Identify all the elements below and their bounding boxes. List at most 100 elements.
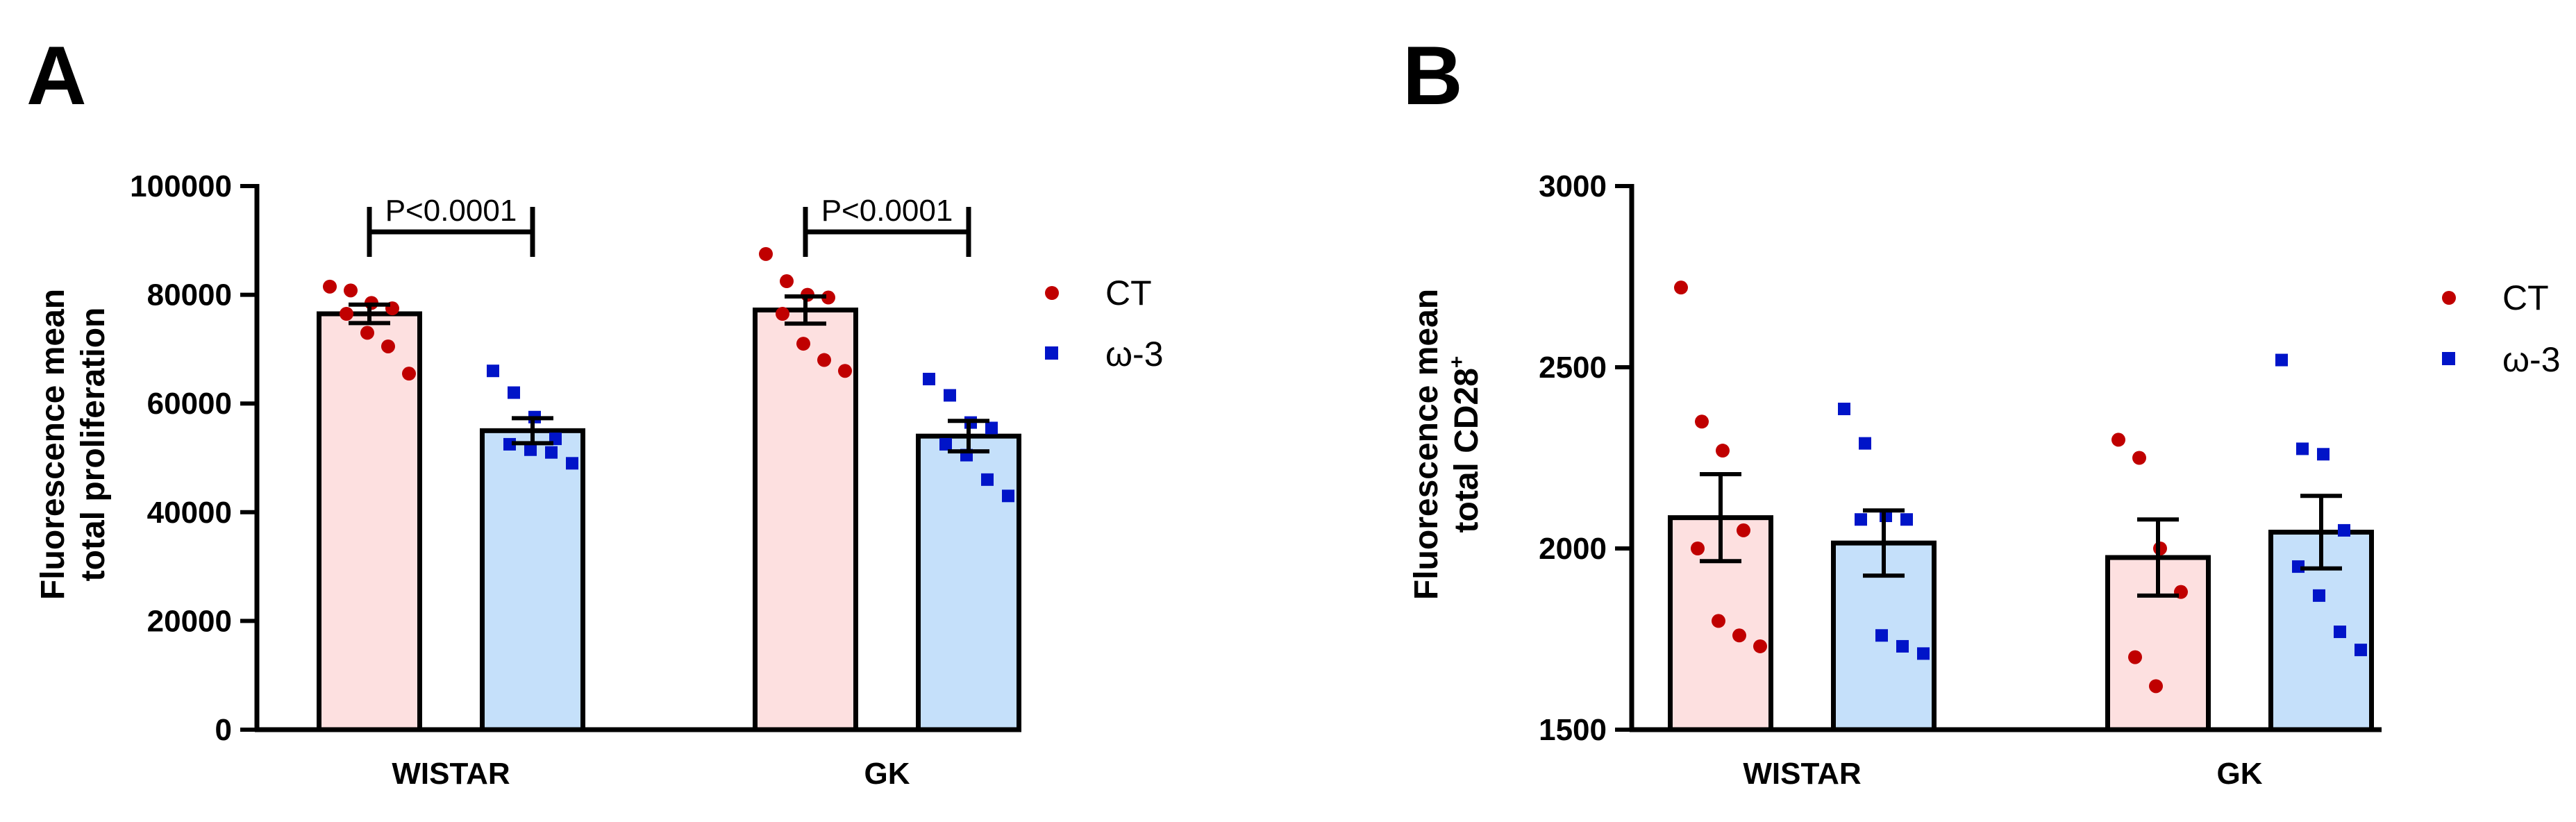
point-b-wistar-ct-3 <box>1737 523 1750 537</box>
point-b-wistar-ct-4 <box>1691 542 1705 555</box>
point-b-gk-ct-1 <box>2132 451 2146 465</box>
y-axis-label-b-line2: total CD28+ <box>1446 356 1485 533</box>
y-axis-label-b-line1: Fluorescence mean <box>1408 289 1445 600</box>
y-tick-label-b-1: 2000 <box>1539 532 1607 566</box>
panel-b: B Fluorescence mean total CD28+ 1500 2000… <box>1403 29 2561 791</box>
error-bars-b <box>1700 471 2342 598</box>
point-a-gk-w3-0 <box>923 372 935 385</box>
point-a-gk-w3-1 <box>944 389 956 402</box>
significance-bracket-a-1 <box>803 207 971 257</box>
point-a-gk-w3-3 <box>985 421 998 435</box>
point-a-gk-ct-4 <box>776 307 789 321</box>
point-a-gk-ct-7 <box>838 364 852 378</box>
legend-ct-label-b: CT <box>2502 278 2549 317</box>
point-a-wistar-ct-5 <box>360 326 374 340</box>
point-a-gk-w3-4 <box>939 437 952 451</box>
y-tick-label-a-4: 80000 <box>147 278 232 312</box>
point-a-wistar-w3-0 <box>487 364 499 378</box>
y-axis-label-a-line1: Fluorescence mean <box>35 289 72 600</box>
bar-a-gk-ct <box>753 308 858 732</box>
legend-ct-marker-a <box>1045 286 1059 300</box>
point-a-wistar-ct-4 <box>340 307 353 321</box>
y-axis-label-a-line2: total proliferation <box>75 308 112 582</box>
error-bar-b-gk-w3 <box>2300 494 2342 571</box>
legend-ct-marker-b <box>2442 291 2456 305</box>
point-b-gk-w3-3 <box>2338 523 2350 537</box>
bars-b <box>1668 515 2374 732</box>
y-axis-ticks-b: 1500 2000 2500 3000 <box>1539 169 1632 747</box>
point-a-wistar-w3-5 <box>524 443 537 456</box>
error-bar-a-wistar-w3 <box>512 416 553 446</box>
y-tick-label-a-5: 100000 <box>130 169 232 203</box>
error-bar-a-gk-w3 <box>948 419 989 454</box>
point-a-wistar-w3-7 <box>566 457 578 470</box>
legend-ct-label-a: CT <box>1105 274 1152 312</box>
y-tick-label-b-2: 2500 <box>1539 351 1607 385</box>
point-b-gk-ct-4 <box>2128 650 2142 664</box>
point-b-wistar-w3-3 <box>1900 513 1913 526</box>
point-b-wistar-ct-1 <box>1695 414 1709 429</box>
point-a-gk-w3-7 <box>1002 489 1014 503</box>
point-a-gk-ct-1 <box>780 274 794 289</box>
error-bars-a <box>349 294 989 454</box>
point-b-wistar-ct-7 <box>1753 639 1767 653</box>
x-tick-label-a-wistar: WISTAR <box>392 757 510 791</box>
point-b-wistar-w3-0 <box>1838 403 1850 416</box>
point-a-gk-ct-3 <box>821 290 835 305</box>
point-b-gk-w3-2 <box>2317 448 2330 461</box>
error-bar-b-wistar-ct <box>1700 471 1741 564</box>
point-a-gk-ct-0 <box>759 246 773 261</box>
error-bar-a-wistar-ct <box>349 302 390 326</box>
y-tick-label-a-3: 60000 <box>147 387 232 421</box>
legend-w3-marker-a <box>1045 346 1058 360</box>
y-axis-label-a: Fluorescence mean total proliferation <box>35 289 112 600</box>
point-b-gk-ct-0 <box>2111 433 2125 447</box>
error-bar-a-gk-ct <box>785 294 826 326</box>
point-b-gk-w3-0 <box>2275 353 2288 367</box>
y-tick-label-a-1: 20000 <box>147 604 232 638</box>
significance-bracket-a-0 <box>367 207 535 257</box>
y-tick-label-b-3: 3000 <box>1539 169 1607 203</box>
point-a-wistar-ct-6 <box>381 339 395 353</box>
x-axis-ticks-b: WISTAR GK <box>1743 757 2262 791</box>
legend-w3-marker-b <box>2442 352 2455 365</box>
point-b-wistar-ct-2 <box>1716 444 1730 458</box>
legend-a: CT ω-3 <box>1045 274 1164 374</box>
point-b-gk-ct-5 <box>2149 679 2163 694</box>
point-b-gk-w3-7 <box>2355 644 2367 657</box>
point-a-wistar-w3-6 <box>545 446 558 459</box>
y-tick-label-a-2: 40000 <box>147 496 232 530</box>
point-b-wistar-ct-0 <box>1674 280 1688 295</box>
error-bar-b-wistar-w3 <box>1863 508 1905 578</box>
bars-a <box>317 308 1021 732</box>
bar-a-gk-w3 <box>916 433 1021 732</box>
point-b-wistar-w3-5 <box>1875 629 1888 642</box>
point-b-wistar-w3-4 <box>1855 513 1867 526</box>
panel-label-b: B <box>1403 29 1463 122</box>
points-b <box>1674 280 2367 694</box>
legend-b: CT ω-3 <box>2442 278 2561 379</box>
significance-a: P<0.0001 P<0.0001 <box>367 194 971 257</box>
point-b-wistar-ct-6 <box>1732 628 1746 643</box>
point-b-wistar-w3-6 <box>1896 639 1909 653</box>
x-tick-label-a-gk: GK <box>864 757 910 791</box>
x-axis-ticks-a: WISTAR GK <box>392 757 910 791</box>
error-bar-b-gk-ct <box>2137 517 2179 598</box>
bar-a-wistar-w3 <box>480 428 585 732</box>
point-b-gk-w3-5 <box>2313 589 2325 602</box>
point-b-gk-w3-6 <box>2334 626 2346 639</box>
y-axis-ticks-a: 0 20000 40000 60000 80000 100000 <box>130 169 257 747</box>
point-a-wistar-w3-1 <box>508 386 520 399</box>
point-a-wistar-ct-7 <box>402 367 416 381</box>
points-a <box>323 246 1014 503</box>
point-a-wistar-ct-0 <box>323 279 337 294</box>
point-b-wistar-w3-7 <box>1917 647 1930 660</box>
x-tick-label-b-gk: GK <box>2217 757 2263 791</box>
significance-label-a-0: P<0.0001 <box>385 194 517 228</box>
point-b-wistar-ct-5 <box>1712 614 1725 628</box>
point-b-wistar-w3-1 <box>1859 437 1871 450</box>
y-tick-label-a-0: 0 <box>215 713 232 747</box>
y-axis-label-b: Fluorescence mean total CD28+ <box>1408 289 1485 600</box>
